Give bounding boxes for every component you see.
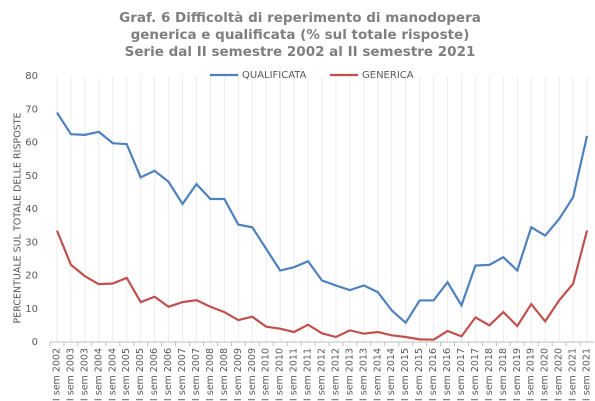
legend-label: QUALIFICATA: [242, 70, 307, 81]
series-line: [56, 111, 589, 325]
x-tick-label: II sem 2012: [330, 348, 341, 401]
x-tick-label: II sem 2005: [135, 348, 146, 401]
y-tick-label: 10: [25, 304, 38, 315]
x-tick-label: II sem 2008: [219, 348, 230, 401]
x-tick-label: I sem 2019: [512, 348, 523, 401]
x-tick-label: II sem 2004: [107, 348, 118, 401]
x-tick-label: I sem 2003: [65, 348, 76, 401]
y-tick-label: 70: [25, 104, 38, 115]
chart-title: Serie dal II semestre 2002 al II semestr…: [125, 44, 476, 60]
x-tick-label: II sem 2007: [191, 348, 202, 401]
y-tick-label: 0: [32, 337, 38, 348]
x-tick-label: I sem 2009: [233, 348, 244, 401]
x-tick-label: I sem 2018: [484, 348, 495, 401]
y-tick-label: 50: [25, 171, 38, 182]
x-tick-label: II sem 2011: [303, 348, 314, 401]
series-line: [55, 230, 589, 341]
y-tick-label: 80: [25, 71, 38, 82]
x-tick-label: I sem 2010: [261, 348, 272, 401]
x-tick-label: I sem 2020: [540, 348, 551, 401]
chart-title: generica e qualificata (% sul totale ris…: [131, 27, 470, 43]
y-axis-label: PERCENTUALE SUL TOTALE DELLE RISPOSTE: [13, 112, 24, 323]
x-tick-label: I sem 2021: [568, 348, 579, 401]
x-tick-label: I sem 2006: [149, 348, 160, 401]
x-tick-label: I sem 2007: [177, 348, 188, 401]
y-tick-label: 40: [25, 204, 38, 215]
x-tick-label: II sem 2018: [498, 348, 509, 401]
y-tick-label: 30: [25, 237, 38, 248]
x-tick-label: II sem 2010: [275, 348, 286, 401]
x-tick-label: II sem 2016: [442, 348, 453, 401]
x-tick-label: II sem 2017: [470, 348, 481, 401]
x-tick-label: II sem 2002: [51, 348, 62, 401]
x-tick-label: I sem 2014: [372, 348, 383, 401]
y-tick-label: 60: [25, 138, 38, 149]
x-tick-label: II sem 2003: [79, 348, 90, 401]
x-tick-label: II sem 2019: [526, 348, 537, 401]
x-tick-label: II sem 2021: [582, 348, 593, 401]
x-tick-label: II sem 2006: [163, 348, 174, 401]
x-tick-label: I sem 2016: [428, 348, 439, 401]
x-tick-label: I sem 2013: [344, 348, 355, 401]
x-tick-label: II sem 2013: [358, 348, 369, 401]
x-tick-label: II sem 2009: [247, 348, 258, 401]
x-tick-label: I sem 2015: [400, 348, 411, 401]
chart-title: Graf. 6 Difficoltà di reperimento di man…: [119, 10, 481, 26]
y-tick-label: 20: [25, 271, 38, 282]
legend-label: GENERICA: [362, 70, 414, 81]
x-tick-label: I sem 2012: [317, 348, 328, 401]
x-tick-label: I sem 2004: [93, 348, 104, 401]
x-tick-label: I sem 2017: [456, 348, 467, 401]
x-tick-label: I sem 2008: [205, 348, 216, 401]
x-tick-label: II sem 2020: [554, 348, 565, 401]
x-tick-label: I sem 2011: [289, 348, 300, 401]
x-tick-label: II sem 2015: [414, 348, 425, 401]
x-tick-label: II sem 2014: [386, 348, 397, 401]
x-tick-label: I sem 2005: [121, 348, 132, 401]
